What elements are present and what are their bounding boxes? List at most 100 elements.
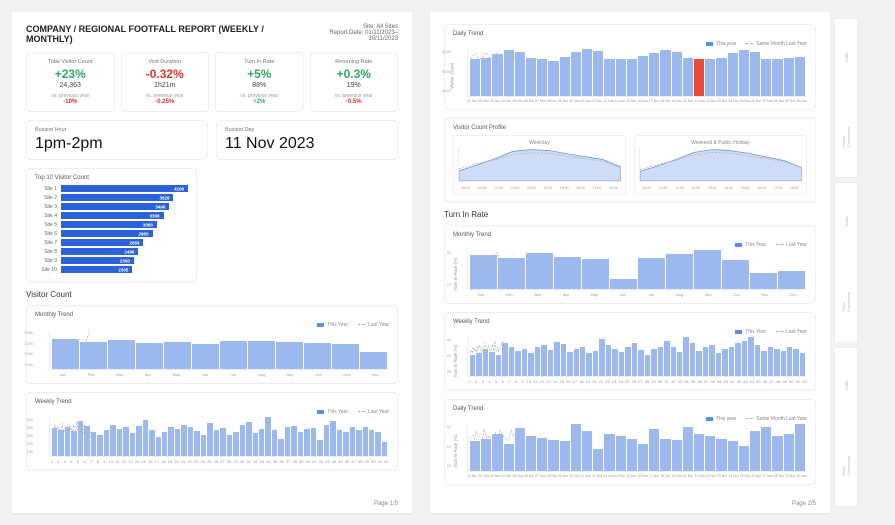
x-tick: 22 Nov xyxy=(706,474,716,478)
chart-bar xyxy=(761,59,771,96)
chart-bar xyxy=(582,431,592,471)
x-tick: Jun xyxy=(191,372,218,377)
chart-bar xyxy=(619,352,624,376)
kpi-value: 1h21m xyxy=(126,82,205,89)
x-tick: 32 xyxy=(670,379,676,384)
legend-last-year: Last Year xyxy=(776,329,807,335)
chart-bar xyxy=(658,347,663,376)
x-tick: 23 xyxy=(193,459,199,464)
chart-bar xyxy=(560,441,570,471)
legend-last-year: Same Month Last Year xyxy=(746,416,807,422)
chart-bar xyxy=(91,432,96,456)
chart-bar xyxy=(207,423,212,456)
chart-bar xyxy=(705,59,715,96)
x-tick: 43 xyxy=(743,379,749,384)
y-axis-label: Visitor Count xyxy=(449,63,454,89)
busiest-day-card: Busiest Day 11 Nov 2023 xyxy=(216,120,398,160)
ti-daily-panel: Daily Trend This yearSame Month Last Yea… xyxy=(444,399,816,485)
chart-bar xyxy=(735,343,740,376)
chart-bar xyxy=(683,427,693,472)
x-tick: 45 xyxy=(338,459,344,464)
top10-site-label: Site 2 xyxy=(35,195,61,201)
chart-bar xyxy=(304,343,331,369)
chart-bar xyxy=(317,440,322,456)
x-tick: 05 Nov xyxy=(512,474,522,478)
x-tick: Oct xyxy=(723,292,750,297)
report-page-2: Daily Trend This yearSame Month Last Yea… xyxy=(430,12,830,513)
x-tick: 26 Nov xyxy=(751,474,761,478)
profile-weekend-title: Weekend & Public Holiday xyxy=(639,140,802,146)
x-tick: 2 xyxy=(474,379,480,384)
top10-value: 2496 xyxy=(124,249,134,254)
chart-bar xyxy=(772,59,782,96)
chart-bar xyxy=(201,435,206,456)
x-tick: 16:00 xyxy=(754,186,769,190)
x-tick: 08 Nov xyxy=(547,99,557,103)
x-tick: 20 xyxy=(592,379,598,384)
x-tick: 30 Nov xyxy=(796,474,806,478)
x-tick: 21 xyxy=(180,459,186,464)
x-tick: 5 xyxy=(493,379,499,384)
chart-bar xyxy=(784,434,794,471)
x-tick: 1 xyxy=(49,459,55,464)
x-tick: 12:00 xyxy=(688,186,703,190)
x-tick: Mar xyxy=(106,372,133,377)
x-tick: 50 xyxy=(789,379,795,384)
kpi-card: Total Visitor Count +23% 24,363 vs. prev… xyxy=(26,52,115,112)
chart-bar xyxy=(337,430,342,456)
chart-bar xyxy=(526,253,553,289)
y-tick: 10k xyxy=(23,449,33,454)
x-tick: 33 xyxy=(259,459,265,464)
chart-bar xyxy=(612,349,617,376)
chart-bar xyxy=(696,351,701,376)
x-tick: 8 xyxy=(95,459,101,464)
chart-bar xyxy=(671,347,676,376)
chart-bar xyxy=(496,355,501,376)
x-tick: 06 Nov xyxy=(524,99,534,103)
kpi-label: Total Visitor Count xyxy=(31,59,110,65)
chart-bar xyxy=(156,437,161,456)
chart-bar xyxy=(694,250,721,289)
chart-bar xyxy=(660,50,670,96)
chart-bar xyxy=(772,436,782,471)
chart-bar xyxy=(84,426,89,456)
x-tick: 29 xyxy=(233,459,239,464)
x-tick: 16 xyxy=(147,459,153,464)
y-tick: 60 xyxy=(441,424,451,429)
x-tick: Apr xyxy=(552,292,579,297)
chart-bar xyxy=(164,342,191,369)
x-tick: 34 xyxy=(266,459,272,464)
x-tick: 12 xyxy=(539,379,545,384)
chart-bar xyxy=(350,427,355,456)
x-tick: 6 xyxy=(82,459,88,464)
chart-bar xyxy=(645,355,650,376)
chart-bar xyxy=(548,61,558,96)
chart-bar xyxy=(593,351,598,376)
chart-bar xyxy=(311,428,316,456)
profile-panel: Visitor Count Profile Weekday 09:0010:00… xyxy=(444,118,816,202)
chart-bar xyxy=(470,355,475,376)
chart-bar xyxy=(220,428,225,456)
x-tick: Jan xyxy=(49,372,76,377)
x-tick: 2 xyxy=(56,459,62,464)
x-tick: 14:00 xyxy=(721,186,736,190)
x-tick: 32 xyxy=(252,459,258,464)
kpi-prev-value: -10% xyxy=(31,99,110,105)
chart-bar xyxy=(356,430,361,456)
chart-bar xyxy=(750,273,777,289)
chart-bar xyxy=(610,279,637,289)
top10-site-label: Site 10 xyxy=(35,267,61,273)
x-tick: 10 Nov xyxy=(569,99,579,103)
chart-bar xyxy=(528,353,533,376)
x-tick: Jul xyxy=(638,292,665,297)
busiest-day-value: 11 Nov 2023 xyxy=(225,135,389,153)
x-tick: 40 xyxy=(723,379,729,384)
chart-bar xyxy=(728,441,738,471)
x-tick: 21 Nov xyxy=(694,474,704,478)
chart-bar xyxy=(246,422,251,456)
x-tick: Jan xyxy=(467,292,494,297)
x-tick: 09 Nov xyxy=(558,474,568,478)
x-tick: 27 xyxy=(220,459,226,464)
kpi-value: 24,363 xyxy=(31,82,110,89)
x-tick: 10 xyxy=(108,459,114,464)
